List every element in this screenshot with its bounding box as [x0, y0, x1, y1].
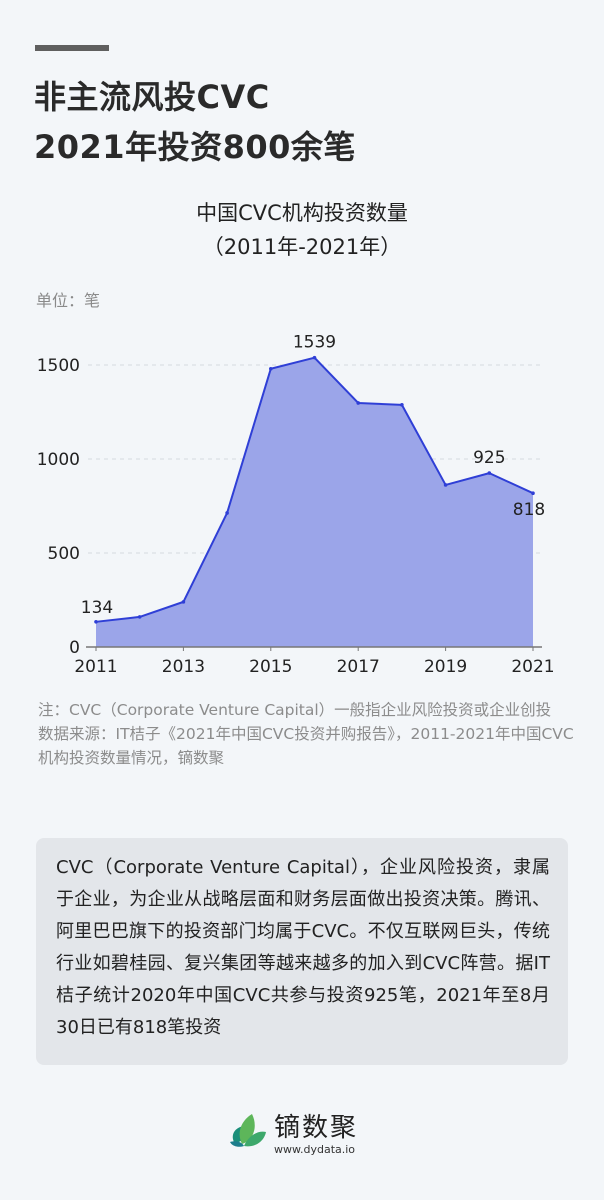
leaf-logo-icon [228, 1112, 268, 1158]
svg-text:2021: 2021 [511, 657, 554, 677]
x-axis-ticks [95, 647, 534, 651]
svg-text:1500: 1500 [37, 356, 80, 376]
data-points [94, 355, 535, 624]
svg-text:2019: 2019 [424, 657, 467, 677]
chart-title-line-1: 中国CVC机构投资数量 [196, 201, 408, 225]
summary-text: CVC（Corporate Venture Capital），企业风险投资，隶属… [56, 857, 550, 1038]
chart-notes: 注：CVC（Corporate Venture Capital）一般指企业风险投… [38, 698, 578, 770]
brand-url: www.dydata.io [274, 1143, 356, 1156]
svg-text:1000: 1000 [37, 450, 80, 470]
note-text: 注：CVC（Corporate Venture Capital）一般指企业风险投… [38, 701, 552, 719]
svg-text:1539: 1539 [293, 333, 336, 353]
brand-text: 镝数聚 www.dydata.io [274, 1113, 358, 1157]
page-title: 非主流风投CVC 2021年投资800余笔 [34, 72, 356, 172]
svg-text:2017: 2017 [337, 657, 380, 677]
svg-text:500: 500 [48, 544, 80, 564]
svg-text:925: 925 [473, 448, 505, 468]
title-line-2: 2021年投资800余笔 [34, 128, 356, 166]
data-labels: 134 1539 925 818 [81, 333, 545, 618]
chart-title: 中国CVC机构投资数量 （2011年-2021年） [0, 196, 604, 264]
summary-box: CVC（Corporate Venture Capital），企业风险投资，隶属… [36, 838, 568, 1065]
svg-text:2013: 2013 [162, 657, 205, 677]
chart-title-line-2: （2011年-2021年） [202, 235, 402, 259]
svg-text:2011: 2011 [74, 657, 117, 677]
brand-logo: 镝数聚 www.dydata.io [228, 1112, 358, 1158]
x-axis-labels: 2011 2013 2015 2017 2019 2021 [74, 657, 554, 677]
svg-text:134: 134 [81, 598, 113, 618]
unit-label: 单位：笔 [36, 291, 101, 310]
source-text: 数据来源：IT桔子《2021年中国CVC投资并购报告》，2011-2021年中国… [38, 725, 574, 767]
svg-text:818: 818 [513, 500, 545, 520]
brand-name: 镝数聚 [274, 1113, 359, 1143]
area-fill [96, 357, 533, 647]
area-chart: 0 500 1000 1500 2011 2013 2015 2017 2019 2021 13… [37, 333, 555, 677]
svg-text:2015: 2015 [249, 657, 292, 677]
title-line-1: 非主流风投CVC [34, 78, 270, 116]
accent-bar [35, 45, 109, 51]
svg-text:0: 0 [69, 638, 80, 658]
y-axis-labels: 0 500 1000 1500 [37, 356, 80, 658]
